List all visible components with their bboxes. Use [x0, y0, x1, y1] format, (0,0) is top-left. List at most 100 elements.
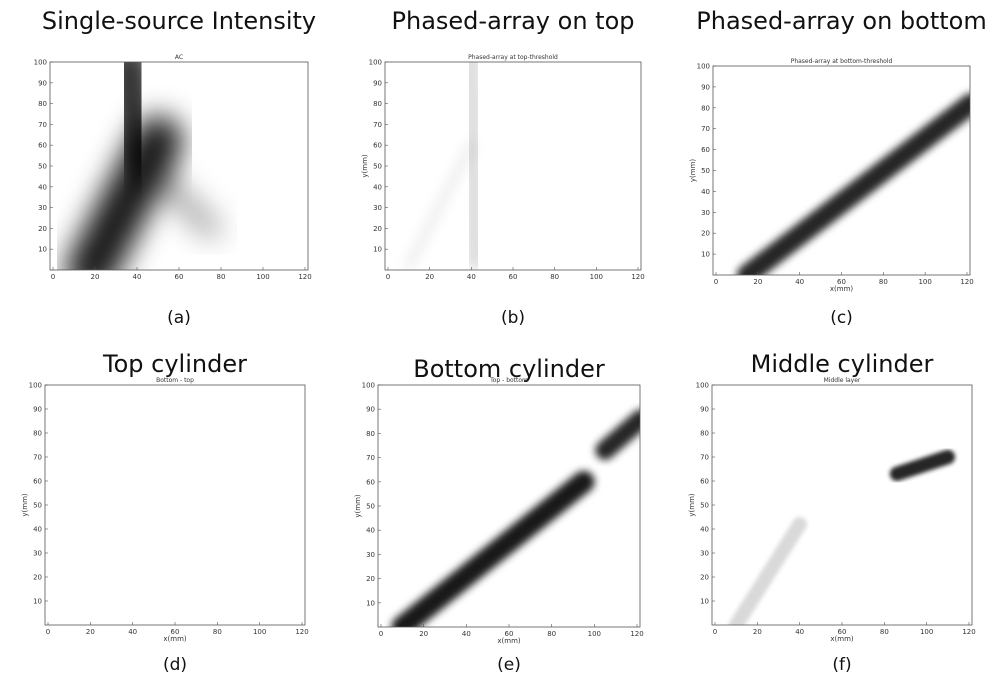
x-tick-label: 40 — [128, 628, 137, 636]
y-tick-label: 90 — [373, 79, 382, 87]
x-tick-label: 0 — [46, 628, 50, 636]
y-tick-label: 30 — [366, 551, 375, 559]
x-tick-label: 20 — [753, 278, 762, 286]
x-tick-label: 80 — [880, 628, 889, 636]
x-tick-label: 100 — [253, 628, 266, 636]
intensity-image — [712, 385, 972, 625]
y-tick-label: 50 — [701, 167, 710, 175]
y-tick-label: 10 — [38, 246, 47, 254]
x-axis-label: x(mm) — [497, 637, 521, 645]
y-tick-label: 60 — [38, 142, 47, 150]
y-tick-label: 20 — [373, 225, 382, 233]
panel-caption: (c) — [830, 308, 853, 328]
intensity-image — [45, 385, 305, 625]
intensity-band — [460, 62, 486, 270]
y-tick-label: 90 — [38, 79, 47, 87]
panel-heading: Top cylinder — [102, 350, 247, 378]
y-tick-label: 70 — [373, 121, 382, 129]
x-tick-label: 120 — [298, 273, 311, 281]
y-tick-label: 30 — [38, 204, 47, 212]
x-tick-label: 40 — [462, 630, 471, 638]
panel-caption: (a) — [167, 308, 191, 328]
y-tick-label: 10 — [33, 598, 42, 606]
x-tick-label: 80 — [550, 273, 559, 281]
y-tick-label: 90 — [33, 406, 42, 414]
y-tick-label: 70 — [701, 125, 710, 133]
y-tick-label: 90 — [366, 406, 375, 414]
x-tick-label: 80 — [213, 628, 222, 636]
y-tick-label: 30 — [33, 550, 42, 558]
intensity-band — [404, 141, 476, 270]
x-tick-label: 0 — [713, 628, 717, 636]
panel-caption: (b) — [501, 308, 525, 328]
y-tick-label: 100 — [34, 59, 47, 67]
image-background — [378, 385, 640, 627]
y-tick-label: 60 — [33, 478, 42, 486]
y-tick-label: 60 — [700, 478, 709, 486]
panel: Single-source Intensity AC 0 20 40 60 80 100 120… — [34, 7, 316, 328]
x-tick-label: 120 — [960, 278, 973, 286]
x-tick-label: 20 — [425, 273, 434, 281]
plot-title: Bottom - top — [156, 377, 194, 384]
y-tick-label: 50 — [38, 163, 47, 171]
y-tick-label: 80 — [373, 100, 382, 108]
x-tick-label: 40 — [795, 628, 804, 636]
y-tick-label: 10 — [701, 251, 710, 259]
panel-heading: Phased-array on bottom — [696, 7, 986, 35]
image-background — [45, 385, 305, 625]
intensity-band — [65, 116, 183, 270]
y-tick-label: 20 — [38, 225, 47, 233]
y-tick-label: 70 — [38, 121, 47, 129]
panel-heading: Middle cylinder — [751, 350, 934, 378]
plot-title: AC — [175, 54, 183, 61]
y-tick-label: 100 — [362, 382, 375, 390]
y-tick-label: 90 — [700, 406, 709, 414]
y-tick-label: 10 — [366, 599, 375, 607]
x-tick-label: 0 — [714, 278, 718, 286]
y-tick-label: 100 — [29, 382, 42, 390]
y-tick-label: 80 — [701, 104, 710, 112]
plot-title: Phased-array at bottom-threshold — [791, 58, 893, 65]
y-axis-label: y(mm) — [21, 493, 29, 517]
intensity-band — [736, 93, 970, 275]
x-tick-label: 120 — [295, 628, 308, 636]
x-tick-label: 0 — [379, 630, 383, 638]
intensity-band — [728, 517, 807, 625]
y-tick-label: 40 — [38, 183, 47, 191]
y-tick-label: 100 — [696, 382, 709, 390]
intensity-band — [147, 165, 221, 239]
plot-title: Middle layer — [824, 377, 861, 384]
panel: Phased-array on top Phased-array at top-t… — [361, 7, 645, 328]
x-tick-label: 120 — [962, 628, 975, 636]
y-tick-label: 30 — [700, 550, 709, 558]
x-tick-label: 60 — [171, 628, 180, 636]
x-tick-label: 120 — [631, 273, 644, 281]
x-tick-label: 80 — [879, 278, 888, 286]
y-tick-label: 40 — [366, 527, 375, 535]
intensity-image — [378, 385, 640, 627]
y-tick-label: 70 — [366, 454, 375, 462]
y-tick-label: 20 — [366, 575, 375, 583]
x-tick-label: 20 — [419, 630, 428, 638]
x-tick-label: 100 — [590, 273, 603, 281]
panel-caption: (d) — [163, 655, 187, 675]
y-tick-label: 30 — [701, 209, 710, 217]
x-tick-label: 0 — [386, 273, 390, 281]
intensity-image — [713, 66, 970, 275]
panel: Phased-array on bottom Phased-array at bo… — [689, 7, 987, 328]
image-background — [713, 66, 970, 275]
x-tick-label: 20 — [86, 628, 95, 636]
x-tick-label: 40 — [795, 278, 804, 286]
panel-heading: Phased-array on top — [392, 7, 635, 35]
y-axis-label: y(mm) — [689, 159, 697, 183]
y-axis-label: y(mm) — [688, 493, 696, 517]
y-tick-label: 60 — [701, 146, 710, 154]
y-tick-label: 40 — [373, 183, 382, 191]
y-tick-label: 40 — [700, 526, 709, 534]
y-tick-label: 20 — [701, 230, 710, 238]
x-tick-label: 40 — [133, 273, 142, 281]
y-tick-label: 90 — [701, 83, 710, 91]
y-tick-label: 60 — [373, 142, 382, 150]
